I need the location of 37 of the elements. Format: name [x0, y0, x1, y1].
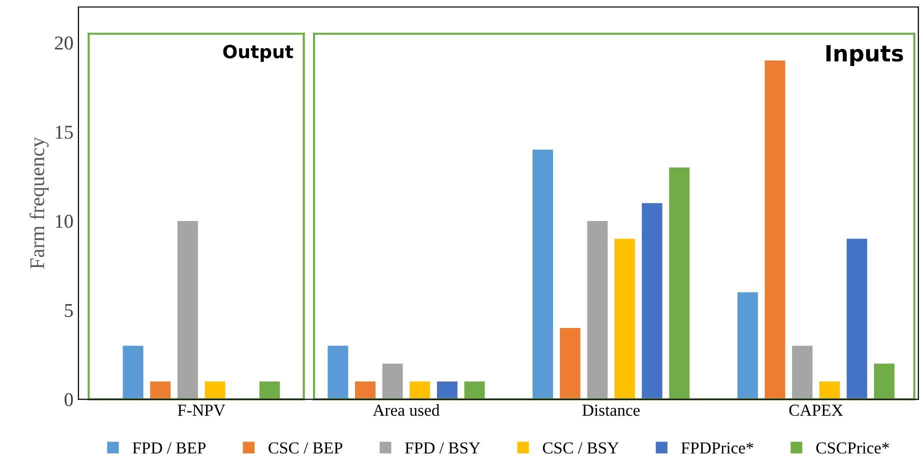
bar	[382, 364, 403, 400]
x-tick-label: CAPEX	[789, 404, 843, 416]
bar	[150, 381, 171, 400]
bar	[204, 381, 226, 400]
legend-label: CSC / BSY	[542, 442, 619, 454]
bar	[436, 381, 458, 400]
bar	[410, 381, 430, 400]
bar	[560, 328, 580, 400]
bar	[792, 346, 813, 400]
bar	[846, 238, 868, 400]
y-tick-label: 15	[56, 126, 73, 139]
bar	[737, 292, 758, 400]
bar	[764, 60, 786, 400]
bar	[642, 203, 662, 400]
bar	[614, 238, 635, 400]
y-axis-title: Farm frequency	[29, 136, 49, 269]
bar	[355, 381, 376, 400]
bar	[587, 220, 608, 400]
annotation: Inputs	[826, 45, 903, 66]
y-tick-label: 20	[55, 36, 73, 50]
bar	[532, 150, 554, 400]
legend-label: FPDPrice*	[681, 442, 754, 454]
legend-label: CSC / BEP	[268, 442, 342, 454]
annotation: Output	[223, 44, 294, 62]
legend-label: CSCPrice*	[816, 442, 889, 454]
y-tick-label: 5	[65, 304, 73, 318]
x-tick-label: Distance	[582, 404, 640, 416]
bar	[122, 346, 144, 400]
x-tick-label: F-NPV	[178, 404, 226, 416]
legend-label: FPD / BEP	[132, 442, 206, 454]
bar	[328, 346, 348, 400]
y-tick-label: 10	[56, 214, 73, 228]
bar	[177, 220, 198, 400]
x-tick-label: Area used	[372, 404, 440, 416]
bar	[819, 381, 840, 400]
legend-label: FPD / BSY	[405, 442, 480, 454]
y-tick-label: 0	[64, 393, 73, 406]
